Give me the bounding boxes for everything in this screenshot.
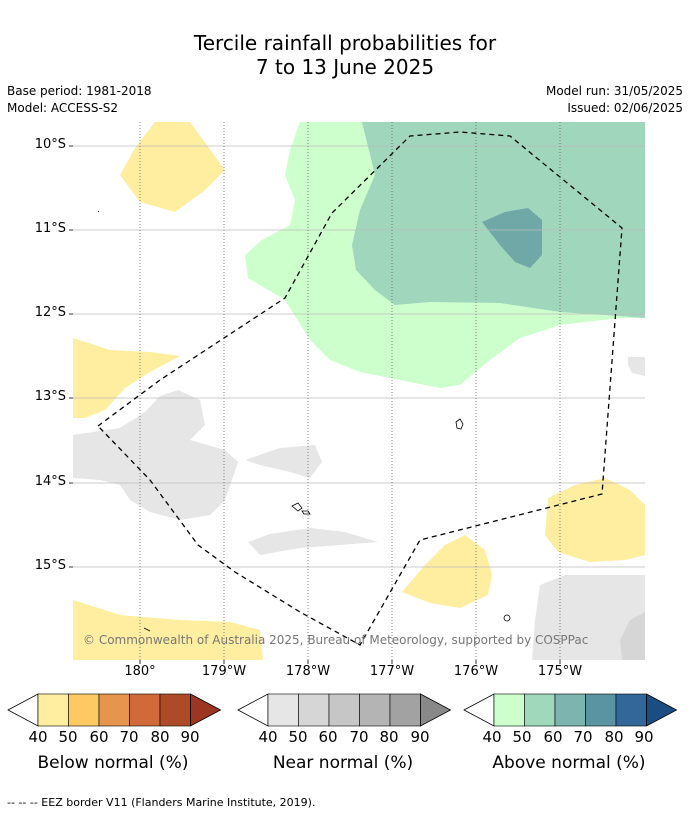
colorbar-near-tick: 70 [349,728,369,746]
lat-tick-label: 12°S [34,305,66,320]
colorbar-near-tick: 80 [379,728,399,746]
below-normal-region-southwest [73,600,263,660]
lon-tick-label: 179°W [201,664,247,679]
meta-left: Base period: 1981-2018 Model: ACCESS-S2 [7,83,152,117]
colorbar-below [7,693,222,727]
colorbar-low-extend [463,693,495,727]
below-normal-region-south [402,535,492,608]
island-outline [301,510,311,515]
meta-right: Model run: 31/05/2025 Issued: 02/06/2025 [546,83,683,117]
lat-tick-label: 11°S [34,221,66,236]
axis-ticks [69,145,561,664]
colorbar-segment [389,693,421,727]
map-title: Tercile rainfall probabilities for 7 to … [0,31,690,79]
colorbar-near-label: Near normal (%) [272,753,414,773]
colorbar-segment [524,693,556,727]
island-outline [455,418,464,430]
colorbar-segment [328,693,360,727]
colorbar-segment [98,693,130,727]
colorbar-above-label: Above normal (%) [492,753,646,773]
island-outline [97,210,100,213]
lon-tick-label: 175°W [537,664,583,679]
colorbar-near-tick: 60 [318,728,338,746]
lat-tick-label: 13°S [34,389,66,404]
colorbar-above-tick: 90 [634,728,654,746]
latitude-gridlines [73,145,645,568]
colorbar-below-tick: 50 [58,728,78,746]
near-normal-region-center [245,445,322,478]
colorbar-below-tick: 40 [28,728,48,746]
colorbar-segment [554,693,586,727]
colorbar-low-extend [237,693,269,727]
island-outline [291,502,303,512]
lon-tick-label: 180° [124,664,156,679]
model-name: Model: ACCESS-S2 [7,101,119,115]
colorbar-below-tick: 80 [150,728,170,746]
colorbar-segment [359,693,391,727]
base-period: Base period: 1981-2018 [7,84,152,98]
colorbar-near-tick: 40 [258,728,278,746]
eez-border [97,131,623,646]
near-normal-region-south [248,528,378,555]
colorbar-high-extend [420,693,452,727]
colorbar-below-label: Below normal (%) [37,753,189,773]
lat-tick-label: 10°S [34,137,66,152]
model-run: Model run: 31/05/2025 [545,84,683,98]
colorbar-above-tick: 60 [543,728,563,746]
colorbar-high-extend [646,693,678,727]
eez-border-legend: -- -- -- EEZ border V11 (Flanders Marine… [7,796,316,809]
lat-tick-label: 14°S [34,474,66,489]
below-normal-region-north [120,122,225,212]
colorbar-near [237,693,452,727]
colorbar-low-extend [7,693,39,727]
colorbar-high-extend [190,693,222,727]
colorbar-above-tick: 70 [573,728,593,746]
colorbar-below-tick: 90 [180,728,200,746]
darker-gray-patch [620,612,645,660]
colorbar-near-tick: 50 [288,728,308,746]
colorbar-segment [267,693,299,727]
lon-tick-label: 176°W [453,664,499,679]
colorbar-segment [585,693,617,727]
below-normal-region-east [545,478,645,562]
colorbar-segment [37,693,69,727]
island-outline [503,614,511,622]
colorbar-above [463,693,678,727]
colorbar-above-tick: 40 [482,728,502,746]
colorbar-segment [615,693,647,727]
colorbar-segment [68,693,100,727]
colorbar-segment [129,693,161,727]
island-outline [143,627,151,632]
issued-date: Issued: 02/06/2025 [567,101,683,115]
colorbar-segment [493,693,525,727]
colorbar-segment [298,693,330,727]
island-outlines [97,210,511,632]
colorbar-below-tick: 70 [119,728,139,746]
colorbar-above-tick: 80 [604,728,624,746]
near-normal-region-east-small [628,357,645,376]
colorbar-near-tick: 90 [410,728,430,746]
title-line-2: 7 to 13 June 2025 [255,55,435,79]
title-line-1: Tercile rainfall probabilities for [193,31,497,55]
lat-tick-label: 15°S [34,558,66,573]
above-normal-60-region [482,208,542,268]
lon-tick-label: 178°W [285,664,331,679]
colorbar-below-tick: 60 [89,728,109,746]
copyright-notice: © Commonwealth of Australia 2025, Bureau… [83,633,589,647]
colorbar-above-tick: 50 [512,728,532,746]
lon-tick-label: 177°W [369,664,415,679]
colorbar-legend [7,693,678,727]
near-normal-region-west [73,390,238,520]
colorbar-segment [159,693,191,727]
